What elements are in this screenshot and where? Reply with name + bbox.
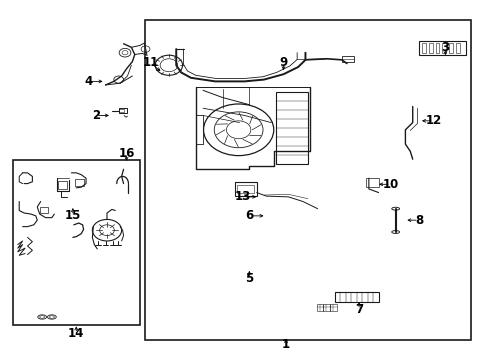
Bar [422,43,425,53]
Bar [418,41,465,55]
Bar [119,109,123,112]
Bar [119,108,127,113]
Bar [455,43,459,53]
Bar [442,43,445,53]
Text: 8: 8 [414,214,422,227]
Bar [366,178,378,187]
Text: 2: 2 [92,109,100,122]
Bar [334,292,378,302]
Text: 16: 16 [118,147,134,159]
Bar [234,182,256,196]
Bar [329,304,336,311]
Text: 9: 9 [279,56,287,69]
Bar [316,304,323,311]
Text: 3: 3 [441,41,448,54]
Bar [13,160,140,325]
Text: 4: 4 [84,75,92,88]
Bar [448,43,452,53]
Bar [237,185,254,193]
Bar [58,181,67,189]
Bar [144,21,470,339]
Bar [428,43,432,53]
Text: 7: 7 [354,303,363,316]
Text: 13: 13 [234,190,251,203]
Bar [435,43,439,53]
Text: 10: 10 [382,178,398,191]
Bar [276,92,307,164]
Text: 1: 1 [281,338,289,351]
Bar [341,56,353,62]
Text: 15: 15 [64,210,81,222]
Text: 14: 14 [68,327,84,340]
Bar [75,179,83,186]
Text: 5: 5 [245,272,253,285]
Text: 6: 6 [245,210,253,222]
Bar [323,304,329,311]
Text: 11: 11 [142,56,158,69]
Text: 12: 12 [425,114,441,127]
Bar [40,207,48,213]
